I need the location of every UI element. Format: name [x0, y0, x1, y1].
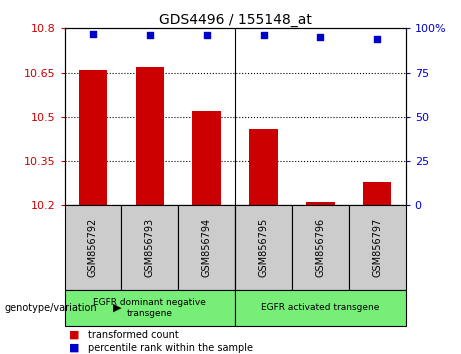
Text: percentile rank within the sample: percentile rank within the sample: [88, 343, 253, 353]
Point: [89, 31, 97, 36]
Text: ■: ■: [69, 343, 80, 353]
Text: ▶: ▶: [113, 303, 121, 313]
Bar: [136, 67, 164, 205]
Text: GSM856795: GSM856795: [259, 218, 269, 278]
Point: [260, 33, 267, 38]
Bar: [65, 205, 121, 290]
Bar: [235, 205, 292, 290]
Point: [146, 33, 154, 38]
Point: [317, 34, 324, 40]
Bar: [121, 205, 178, 290]
Bar: [306, 202, 335, 205]
Bar: [249, 129, 278, 205]
Text: ■: ■: [69, 330, 80, 339]
Bar: [79, 70, 107, 205]
Text: GSM856796: GSM856796: [315, 218, 325, 278]
Text: GSM856797: GSM856797: [372, 218, 382, 278]
Text: GSM856794: GSM856794: [201, 218, 212, 278]
Bar: [292, 205, 349, 290]
Bar: [65, 290, 235, 326]
Text: EGFR activated transgene: EGFR activated transgene: [261, 303, 379, 313]
Point: [373, 36, 381, 42]
Bar: [193, 111, 221, 205]
Text: GSM856793: GSM856793: [145, 218, 155, 278]
Bar: [178, 205, 235, 290]
Point: [203, 33, 210, 38]
Text: EGFR dominant negative
transgene: EGFR dominant negative transgene: [94, 298, 206, 318]
Text: GSM856792: GSM856792: [88, 218, 98, 278]
Bar: [349, 205, 406, 290]
Text: genotype/variation: genotype/variation: [5, 303, 97, 313]
Bar: [235, 290, 406, 326]
Text: transformed count: transformed count: [88, 330, 178, 339]
Title: GDS4496 / 155148_at: GDS4496 / 155148_at: [159, 13, 312, 27]
Bar: [363, 182, 391, 205]
